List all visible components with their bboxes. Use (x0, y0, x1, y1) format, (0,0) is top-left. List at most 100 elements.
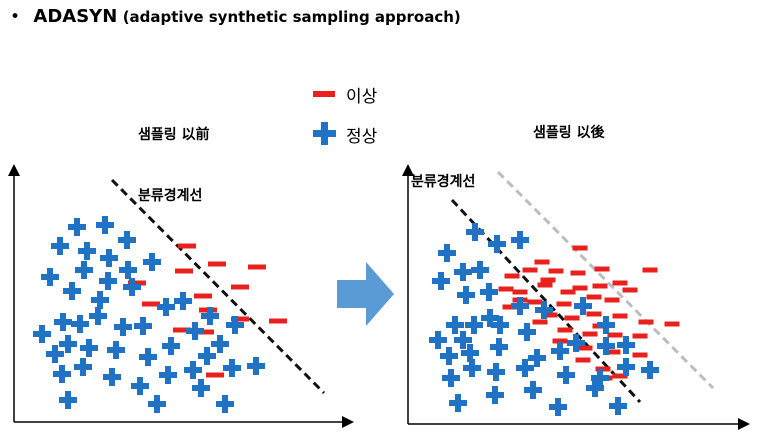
normal-point (119, 261, 137, 279)
abnormal-point (638, 319, 654, 325)
abnormal-point (231, 284, 249, 290)
abnormal-point (605, 349, 621, 355)
abnormal-point (586, 311, 602, 317)
normal-point (123, 278, 141, 296)
normal-point (440, 347, 458, 365)
abnormal-point (586, 294, 602, 300)
normal-point (100, 249, 118, 267)
abnormal-point (548, 268, 564, 274)
abnormal-point (572, 245, 588, 251)
abnormal-point (502, 304, 518, 310)
normal-point (74, 358, 92, 376)
normal-point (535, 301, 553, 319)
normal-point (574, 297, 592, 315)
abnormal-point (504, 273, 520, 279)
normal-point (442, 369, 460, 387)
normal-point (551, 342, 569, 360)
abnormal-point (572, 285, 588, 291)
normal-point (617, 336, 635, 354)
right-boundary-label: 분류경계선 (411, 173, 475, 190)
legend-abnormal-label: 이상 (346, 87, 378, 107)
abnormal-point (196, 329, 214, 335)
abnormal-point (178, 243, 196, 249)
normal-point (465, 316, 483, 334)
abnormal-point (512, 289, 528, 295)
legend-normal-label: 정상 (346, 127, 378, 147)
abnormal-point (498, 286, 514, 292)
normal-point (480, 283, 498, 301)
abnormal-point (664, 321, 680, 327)
abnormal-point (552, 338, 568, 344)
normal-point (103, 368, 121, 386)
normal-point (54, 313, 72, 331)
abnormal-point (194, 293, 212, 299)
normal-point (71, 315, 89, 333)
abnormal-point (128, 280, 146, 286)
transform-arrow (337, 262, 394, 326)
abnormal-point (534, 259, 550, 265)
normal-point (567, 334, 585, 352)
normal-point (247, 357, 265, 375)
abnormal-point (564, 315, 580, 321)
normal-point (139, 348, 157, 366)
normal-point (490, 338, 508, 356)
normal-point (487, 363, 505, 381)
abnormal-point (607, 332, 623, 338)
normal-point (617, 358, 635, 376)
normal-point (107, 341, 125, 359)
normal-point (192, 379, 210, 397)
normal-point (549, 398, 567, 416)
normal-point (524, 381, 542, 399)
abnormal-point (592, 283, 608, 289)
abnormal-point (632, 352, 648, 358)
abnormal-point (206, 372, 224, 378)
normal-point (51, 237, 69, 255)
normal-point (33, 325, 51, 343)
abnormal-point (570, 270, 586, 276)
normal-point (80, 339, 98, 357)
normal-point (486, 386, 504, 404)
normal-point (162, 337, 180, 355)
normal-point (59, 335, 77, 353)
abnormal-point (560, 289, 576, 295)
normal-point (174, 292, 192, 310)
normal-point (131, 377, 149, 395)
normal-point (186, 322, 204, 340)
abnormal-point (527, 299, 543, 305)
normal-point (438, 244, 456, 262)
abnormal-point (173, 327, 191, 333)
normal-point (609, 397, 627, 415)
normal-point (463, 359, 481, 377)
title-main: ADASYN (33, 6, 118, 27)
right-points (429, 223, 680, 416)
title-subtitle: (adaptive synthetic sampling approach) (122, 8, 461, 26)
normal-point (91, 291, 109, 309)
normal-point (516, 359, 534, 377)
abnormal-point (175, 268, 193, 274)
normal-point (118, 231, 136, 249)
bullet: • (10, 7, 21, 27)
normal-point (597, 316, 615, 334)
normal-point (134, 317, 152, 335)
abnormal-point (632, 333, 648, 339)
left-boundary-label: 분류경계선 (138, 187, 202, 204)
abnormal-point (556, 301, 572, 307)
abnormal-point (542, 312, 558, 318)
left-points (33, 216, 287, 413)
abnormal-point (269, 318, 287, 324)
abnormal-point (577, 345, 593, 351)
abnormal-point (622, 287, 638, 293)
panel-before-title: 샘플링 以前 (138, 127, 210, 143)
normal-point (143, 253, 161, 271)
normal-point (449, 394, 467, 412)
normal-point (59, 391, 77, 409)
abnormal-point (540, 277, 556, 283)
normal-point (461, 344, 479, 362)
normal-point (557, 366, 575, 384)
abnormal-point (557, 327, 573, 333)
abnormal-point (575, 357, 591, 363)
normal-point (148, 395, 166, 413)
normal-point (466, 223, 484, 241)
normal-point (471, 261, 489, 279)
